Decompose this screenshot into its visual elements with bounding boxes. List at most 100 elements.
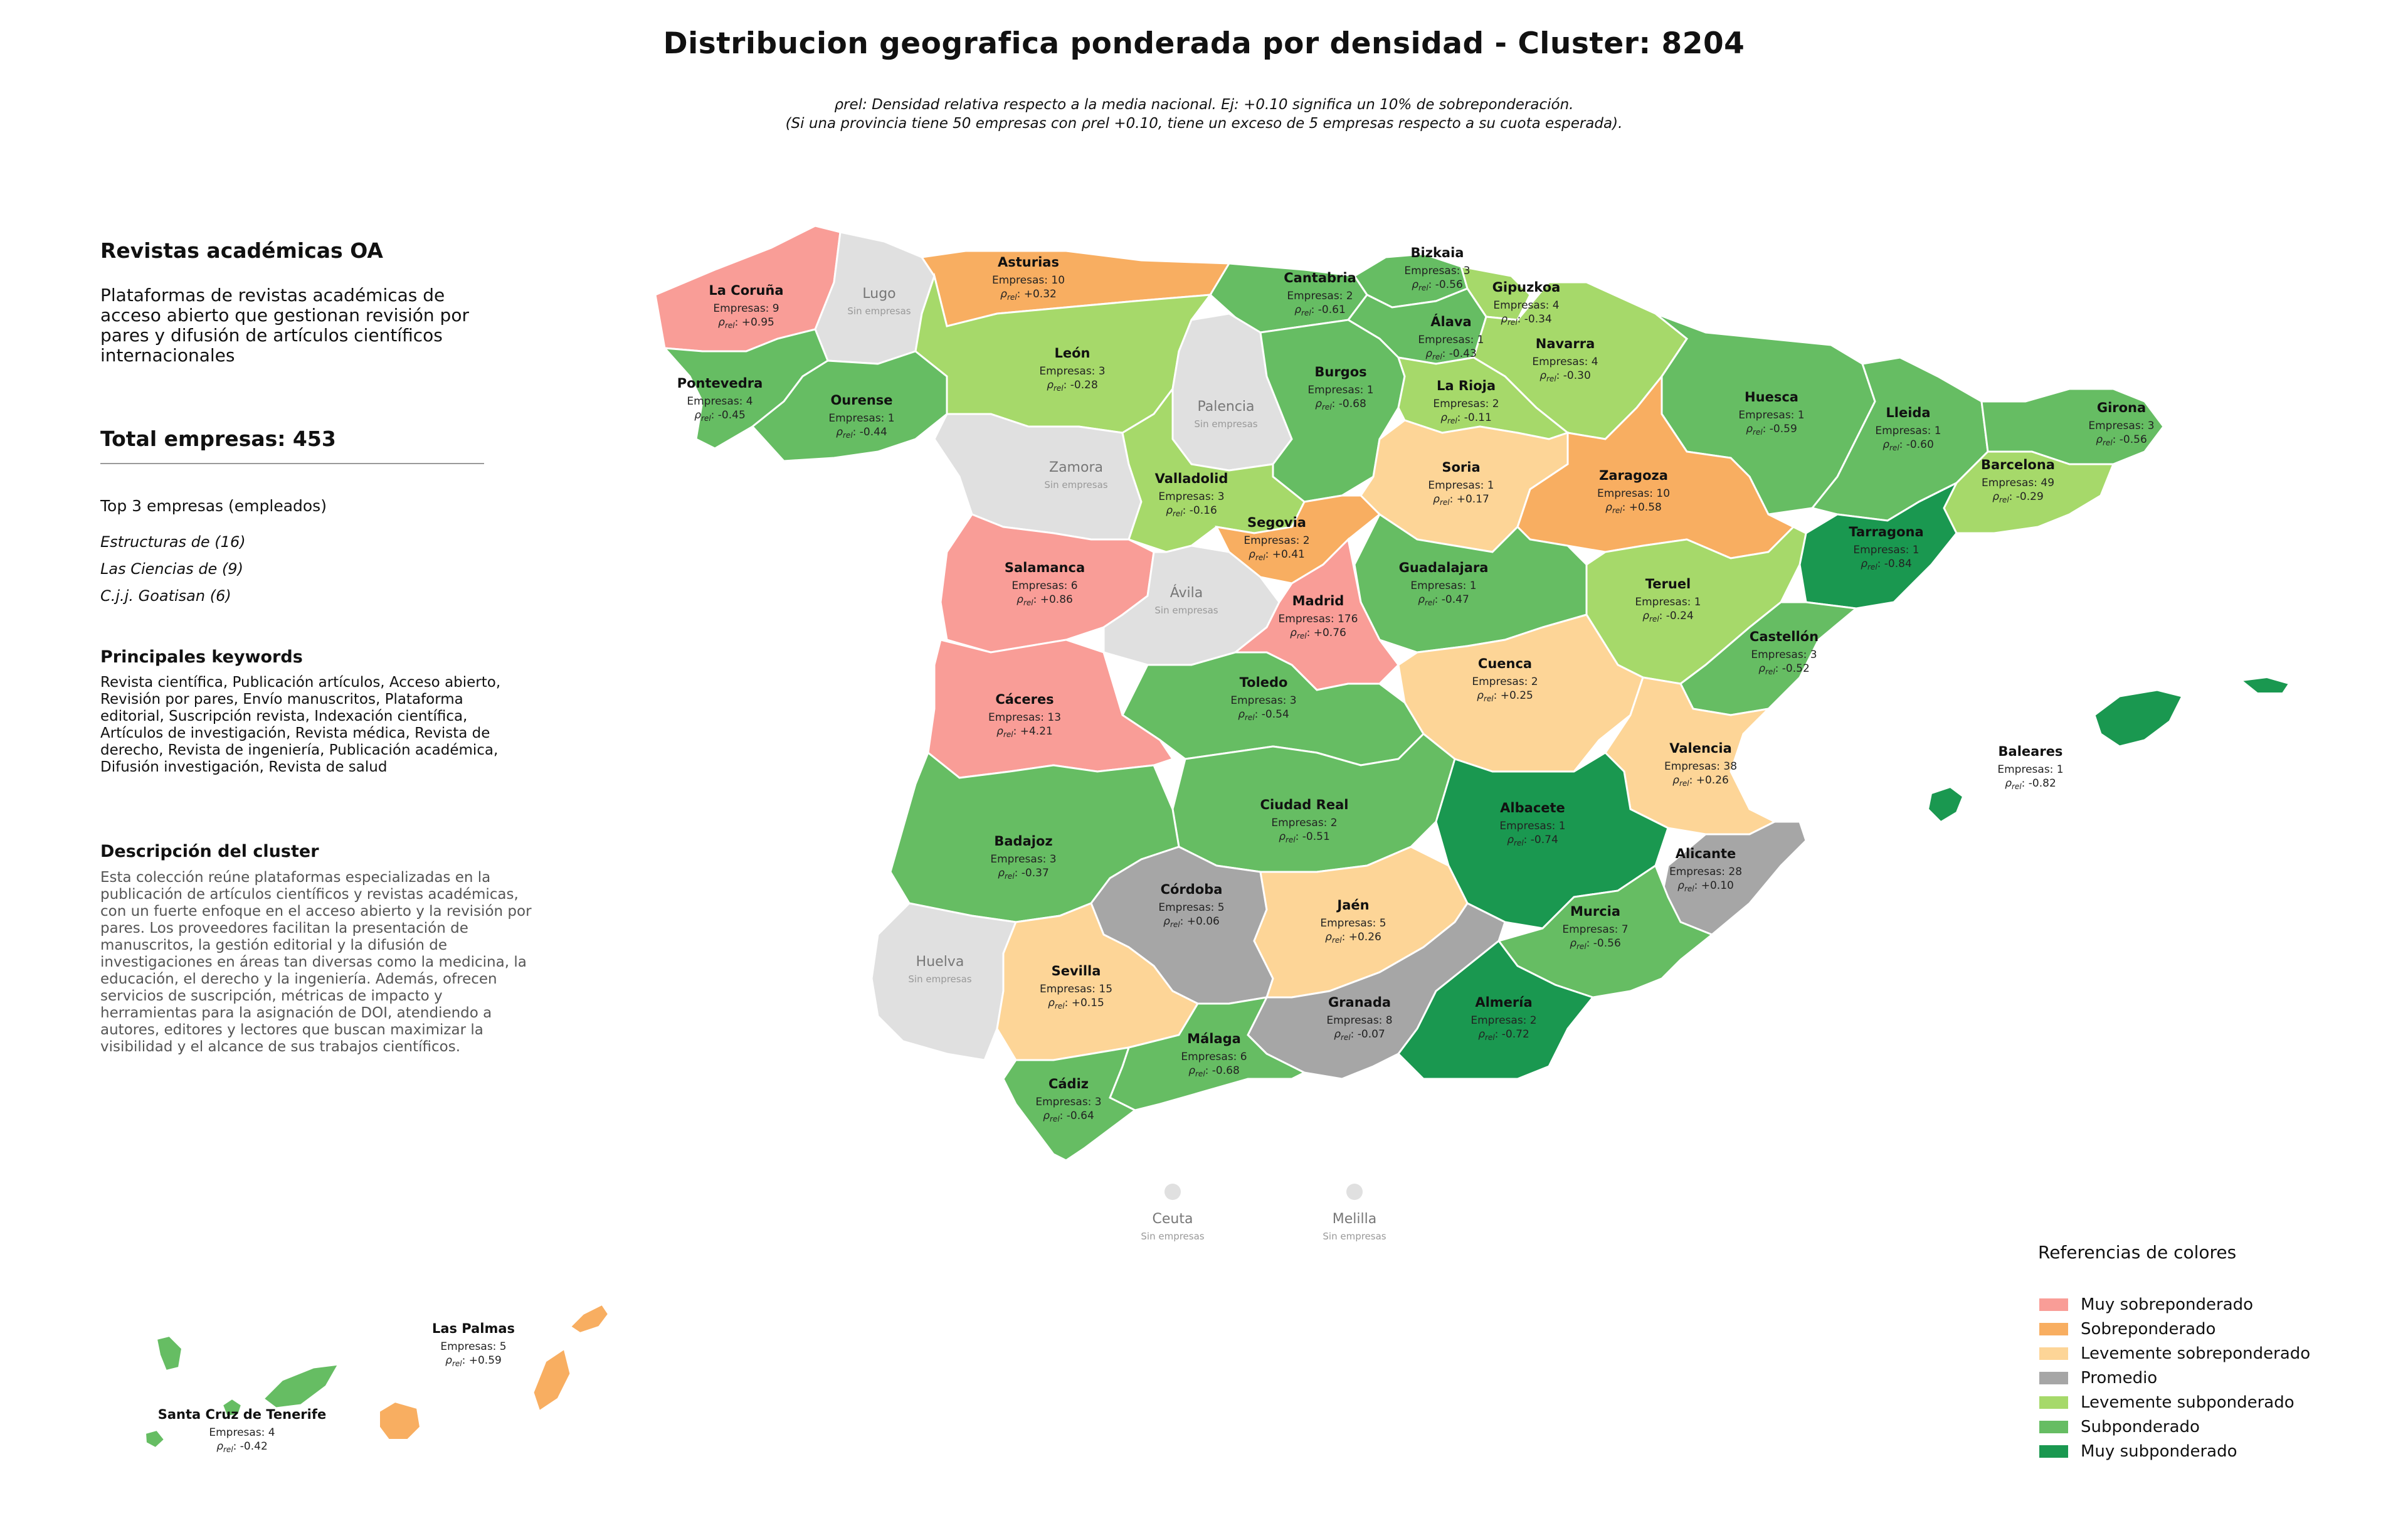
- label-empty-huelva: Sin empresas: [908, 974, 971, 985]
- label-rho-cantabria: ρrel: -0.61: [1294, 304, 1346, 317]
- legend-item: Muy sobreponderado: [2039, 1295, 2254, 1314]
- label-name-malaga: Málaga: [1187, 1031, 1241, 1046]
- label-rho-teruel: ρrel: -0.24: [1642, 610, 1694, 623]
- label-rho-valencia: ρrel: +0.26: [1672, 774, 1729, 788]
- province-castellon: [1679, 601, 1859, 716]
- label-name-la-coruna: La Coruña: [709, 283, 783, 298]
- label-name-leon: León: [1054, 346, 1090, 361]
- label-name-segovia: Segovia: [1247, 515, 1306, 530]
- label-count-la-rioja: Empresas: 2: [1433, 398, 1499, 410]
- label-rho-bizkaia: ρrel: -0.56: [1412, 279, 1463, 292]
- label-rho-girona: ρrel: -0.56: [2096, 433, 2147, 447]
- label-count-cadiz: Empresas: 3: [1035, 1096, 1101, 1108]
- label-count-cuenca: Empresas: 2: [1472, 676, 1538, 688]
- label-rho-huesca: ρrel: -0.59: [1746, 423, 1797, 437]
- label-rho-segovia: ρrel: +0.41: [1249, 548, 1305, 562]
- subtitle-line-2: (Si una provincia tiene 50 empresas con …: [785, 115, 1623, 132]
- label-rho-ourense: ρrel: -0.44: [836, 426, 887, 440]
- label-name-castellon: Castellón: [1750, 629, 1819, 644]
- island-las-palmas: [569, 1303, 610, 1334]
- label-empty-zamora: Sin empresas: [1044, 479, 1107, 491]
- legend-item: Promedio: [2039, 1369, 2157, 1387]
- province-ceuta: [1164, 1184, 1181, 1200]
- label-count-barcelona: Empresas: 49: [1982, 477, 2054, 489]
- label-name-granada: Granada: [1328, 995, 1391, 1010]
- island-santa-cruz-de-tenerife: [156, 1335, 183, 1372]
- legend-item: Levemente sobreponderado: [2039, 1344, 2311, 1363]
- label-count-salamanca: Empresas: 6: [1011, 580, 1077, 592]
- label-rho-navarra: ρrel: -0.30: [1539, 369, 1591, 383]
- label-rho-cordoba: ρrel: +0.06: [1163, 915, 1220, 929]
- legend-item: Muy subponderado: [2039, 1442, 2237, 1461]
- label-rho-toledo: ρrel: -0.54: [1238, 708, 1289, 722]
- label-name-baleares: Baleares: [1999, 744, 2063, 759]
- label-count-pontevedra: Empresas: 4: [687, 395, 752, 408]
- label-name-cuenca: Cuenca: [1478, 656, 1532, 671]
- label-name-caceres: Cáceres: [995, 692, 1054, 707]
- label-count-madrid: Empresas: 176: [1279, 613, 1358, 625]
- label-name-las-palmas: Las Palmas: [432, 1321, 515, 1336]
- label-count-gipuzkoa: Empresas: 4: [1493, 299, 1559, 312]
- legend-label: Levemente sobreponderado: [2081, 1344, 2311, 1363]
- label-rho-asturias: ρrel: +0.32: [1000, 288, 1057, 302]
- label-rho-alava: ρrel: -0.43: [1425, 348, 1477, 361]
- label-rho-murcia: ρrel: -0.56: [1570, 937, 1621, 951]
- map-subtitle: ρrel: Densidad relativa respecto a la me…: [0, 95, 2408, 133]
- label-count-badajoz: Empresas: 3: [990, 853, 1056, 866]
- legend-swatch: [2039, 1421, 2068, 1433]
- label-count-alava: Empresas: 1: [1418, 334, 1484, 346]
- label-count-valladolid: Empresas: 3: [1158, 491, 1224, 503]
- panel-divider: [100, 463, 484, 464]
- top3-item: Estructuras de (16): [100, 533, 246, 551]
- label-name-jaen: Jaén: [1336, 898, 1369, 913]
- label-rho-las-palmas: ρrel: +0.59: [445, 1354, 502, 1368]
- legend-swatch: [2039, 1298, 2068, 1311]
- keywords-text: Revista científica, Publicación artículo…: [100, 674, 501, 775]
- map-title: Distribucion geografica ponderada por de…: [663, 26, 1745, 61]
- label-rho-badajoz: ρrel: -0.37: [998, 867, 1049, 881]
- island-santa-cruz-de-tenerife: [221, 1398, 243, 1418]
- label-count-valencia: Empresas: 38: [1664, 760, 1737, 773]
- legend-title: Referencias de colores: [2038, 1242, 2237, 1263]
- label-name-ourense: Ourense: [830, 393, 892, 408]
- label-count-santa-cruz-de-tenerife: Empresas: 4: [209, 1426, 275, 1439]
- label-empty-lugo: Sin empresas: [847, 305, 911, 317]
- label-count-toledo: Empresas: 3: [1230, 694, 1296, 707]
- label-name-bizkaia: Bizkaia: [1411, 245, 1464, 260]
- label-name-gipuzkoa: Gipuzkoa: [1492, 280, 1561, 295]
- legend-label: Muy sobreponderado: [2081, 1295, 2254, 1314]
- label-name-palencia: Palencia: [1197, 399, 1254, 415]
- label-count-sevilla: Empresas: 15: [1040, 983, 1112, 995]
- label-count-ourense: Empresas: 1: [828, 412, 894, 425]
- label-rho-castellon: ρrel: -0.52: [1758, 662, 1810, 676]
- province-zamora: [933, 413, 1143, 541]
- top3-header: Top 3 empresas (empleados): [100, 497, 327, 515]
- label-rho-malaga: ρrel: -0.68: [1188, 1064, 1240, 1078]
- top3-item: C.j.j. Goatisan (6): [100, 587, 231, 605]
- label-name-valencia: Valencia: [1669, 741, 1731, 756]
- label-name-ceuta: Ceuta: [1153, 1211, 1193, 1227]
- label-count-malaga: Empresas: 6: [1181, 1051, 1247, 1063]
- cluster-summary: Plataformas de revistas académicas de ac…: [100, 285, 469, 366]
- legend-label: Promedio: [2081, 1369, 2158, 1387]
- label-name-madrid: Madrid: [1292, 593, 1344, 608]
- label-name-guadalajara: Guadalajara: [1399, 560, 1489, 575]
- legend-label: Levemente subponderado: [2081, 1393, 2294, 1412]
- label-count-baleares: Empresas: 1: [1997, 763, 2063, 776]
- description-text: Esta colección reúne plataformas especia…: [100, 869, 532, 1055]
- label-rho-albacete: ρrel: -0.74: [1507, 834, 1558, 847]
- label-rho-tarragona: ρrel: -0.84: [1861, 558, 1912, 571]
- island-baleares: [2240, 676, 2290, 694]
- label-rho-sevilla: ρrel: +0.15: [1048, 997, 1104, 1011]
- label-name-alicante: Alicante: [1676, 846, 1736, 861]
- label-count-cordoba: Empresas: 5: [1158, 901, 1224, 914]
- label-name-cantabria: Cantabria: [1284, 270, 1356, 285]
- legend-swatch: [2039, 1323, 2068, 1335]
- legend-item: Levemente subponderado: [2039, 1393, 2294, 1412]
- label-name-salamanca: Salamanca: [1005, 560, 1085, 575]
- label-name-girona: Girona: [2097, 400, 2146, 415]
- province-almeria: [1397, 939, 1595, 1080]
- label-rho-ciudad-real: ρrel: -0.51: [1279, 830, 1330, 844]
- label-count-albacete: Empresas: 1: [1499, 820, 1565, 832]
